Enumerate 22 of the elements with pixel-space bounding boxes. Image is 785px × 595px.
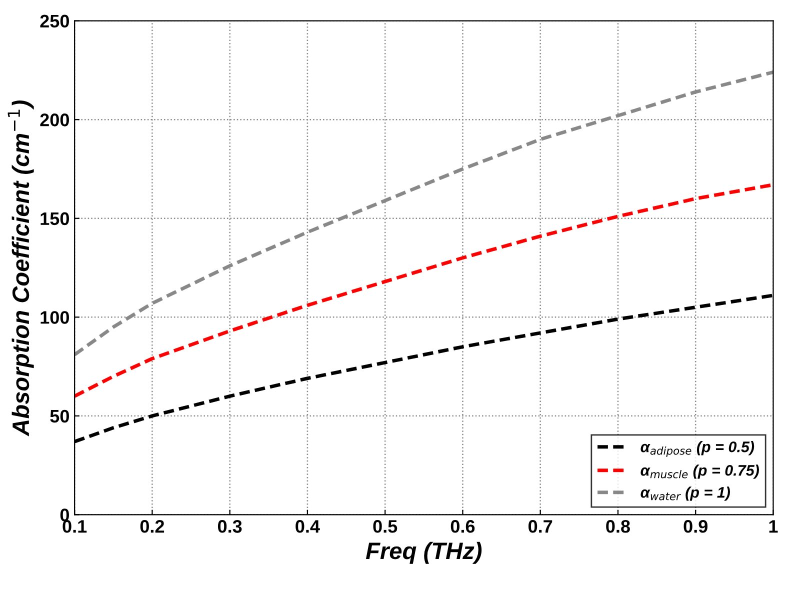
x-tick-label: 0.6 (450, 520, 475, 533)
x-tick-label: 0.8 (606, 520, 630, 533)
x-tick-label: 0.1 (62, 520, 87, 533)
x-tick-label: 0.4 (296, 520, 320, 533)
y-tick-label: 100 (40, 311, 69, 324)
line-series (74, 183, 774, 398)
y-tick-label: 50 (50, 410, 69, 423)
y-tick-label: 250 (40, 14, 69, 28)
y-tick-label: 150 (40, 212, 69, 226)
x-tick-label: 0.7 (528, 520, 552, 533)
x-axis-title: Freq (THz) (366, 542, 482, 564)
y-axis-title: Absorption Coefficient (cm$^{−1}$) (8, 100, 34, 436)
y-tick-label: 0 (60, 508, 69, 522)
x-tick-label: 0.5 (373, 520, 398, 533)
legend-label: α$_{water}$ (p = 1) (640, 486, 730, 501)
x-tick-label: 0.9 (684, 520, 708, 533)
y-tick-label: 200 (40, 114, 69, 126)
x-tick-label: 0.2 (140, 520, 164, 533)
x-tick-label: 1 (769, 520, 778, 533)
legend-label: α$_{adipose}$ (p = 0.5) (640, 441, 754, 457)
legend-label: α$_{muscle}$ (p = 0.75) (640, 464, 759, 479)
x-tick-label: 0.3 (218, 520, 242, 533)
